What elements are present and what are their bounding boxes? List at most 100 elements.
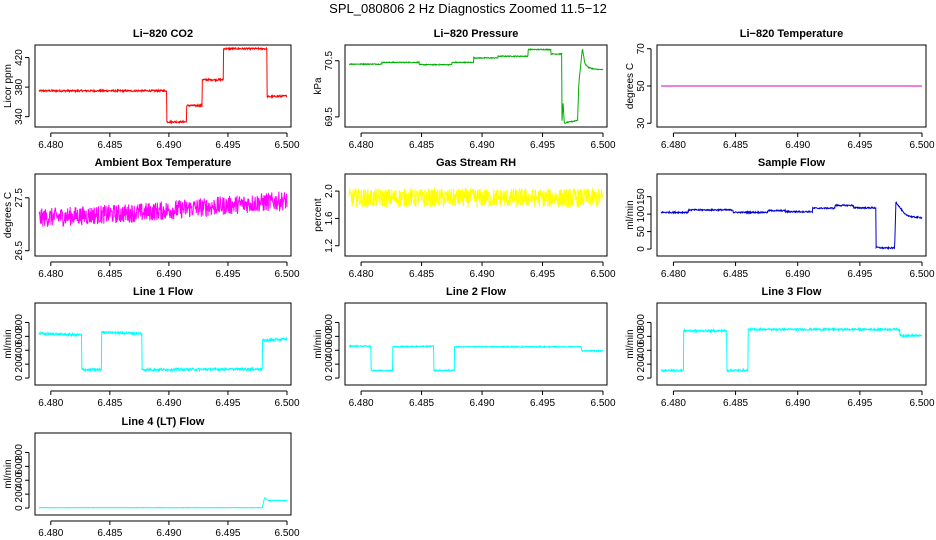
x-tick-label: 6.485 — [723, 398, 748, 409]
chart-panel-1: Li−820 CO2 6.480 6.485 6.490 6.495 6.500 340 38… — [3, 28, 300, 151]
x-tick-label: 6.485 — [409, 140, 434, 151]
x-tick-label: 6.485 — [723, 140, 748, 151]
chart-panel-10: Line 4 (LT) Flow 6.480 6.485 6.490 6.495 6.50… — [3, 416, 300, 539]
x-tick-label: 6.480 — [661, 140, 686, 151]
x-tick-label: 6.490 — [156, 528, 181, 539]
y-tick-label: 800 — [324, 314, 335, 331]
x-tick-label: 6.500 — [909, 398, 934, 409]
y-tick-label: 400 — [324, 341, 335, 358]
x-tick-label: 6.495 — [847, 398, 872, 409]
y-tick-label: 800 — [14, 314, 25, 331]
chart-title: Line 4 (LT) Flow — [122, 416, 205, 428]
x-tick-label: 6.480 — [349, 140, 374, 151]
plot-frame — [34, 44, 292, 128]
series-line-1 — [38, 330, 288, 373]
x-tick-label: 6.495 — [847, 140, 872, 151]
plot-frame — [344, 44, 608, 128]
plot-frame — [656, 173, 927, 257]
series-line-1 — [660, 326, 923, 373]
x-tick-label: 6.485 — [97, 140, 122, 151]
series-line-1 — [348, 187, 604, 208]
y-tick-label: 200 — [14, 485, 25, 502]
chart-panel-9: Line 3 Flow 6.480 6.485 6.490 6.495 6.500 0 200… — [625, 286, 935, 409]
x-tick-label: 6.495 — [847, 269, 872, 280]
x-tick-label: 6.490 — [785, 269, 810, 280]
chart-title: Gas Stream RH — [436, 157, 516, 169]
y-tick-label: 600 — [324, 328, 335, 345]
y-axis-label: ml/min — [625, 329, 636, 358]
x-tick-label: 6.480 — [38, 528, 63, 539]
y-tick-label: 600 — [636, 328, 647, 345]
y-axis-label: Licor ppm — [3, 64, 14, 108]
x-tick-label: 6.500 — [590, 269, 615, 280]
series-line-1 — [660, 201, 923, 251]
y-axis-label: ml/min — [625, 200, 636, 229]
chart-title: Li−820 Temperature — [740, 28, 843, 40]
chart-title: Ambient Box Temperature — [95, 157, 232, 169]
x-tick-label: 6.500 — [274, 269, 299, 280]
x-tick-label: 6.485 — [97, 528, 122, 539]
x-tick-label: 6.490 — [785, 140, 810, 151]
y-axis-label: ml/min — [3, 459, 14, 488]
x-tick-label: 6.490 — [156, 140, 181, 151]
x-tick-label: 6.485 — [723, 269, 748, 280]
y-tick-label: 400 — [14, 341, 25, 358]
x-tick-label: 6.490 — [470, 140, 495, 151]
y-axis-label: kPa — [313, 77, 324, 95]
x-tick-label: 6.495 — [215, 528, 240, 539]
chart-panel-5: Gas Stream RH 6.480 6.485 6.490 6.495 6.500 1.… — [313, 157, 616, 280]
y-tick-label: 2.0 — [324, 184, 335, 198]
y-tick-label: 50 — [636, 226, 647, 238]
x-tick-label: 6.500 — [274, 398, 299, 409]
y-tick-label: 0 — [324, 375, 335, 381]
y-tick-label: 800 — [14, 444, 25, 461]
x-tick-label: 6.485 — [97, 269, 122, 280]
x-tick-label: 6.495 — [530, 140, 555, 151]
x-tick-label: 6.495 — [215, 398, 240, 409]
y-tick-label: 30 — [636, 117, 647, 129]
plot-frame — [34, 173, 292, 257]
y-axis-label: ml/min — [3, 329, 14, 358]
y-tick-label: 1.6 — [324, 211, 335, 225]
chart-panel-6: Sample Flow 6.480 6.485 6.490 6.495 6.500 0 50 1… — [625, 157, 935, 280]
x-tick-label: 6.500 — [274, 140, 299, 151]
y-tick-label: 800 — [636, 314, 647, 331]
chart-title: Line 2 Flow — [446, 286, 506, 298]
x-tick-label: 6.500 — [909, 140, 934, 151]
plot-frame — [344, 302, 608, 386]
x-tick-label: 6.485 — [409, 398, 434, 409]
series-line-1 — [348, 344, 604, 373]
series-line-1 — [38, 191, 288, 228]
y-tick-label: 400 — [14, 471, 25, 488]
y-tick-label: 100 — [636, 205, 647, 222]
x-tick-label: 6.495 — [215, 140, 240, 151]
y-tick-label: 340 — [14, 108, 25, 125]
series-line-1 — [38, 497, 288, 509]
y-tick-label: 400 — [636, 341, 647, 358]
y-axis-label: degrees C — [3, 192, 14, 238]
x-tick-label: 6.485 — [97, 398, 122, 409]
x-tick-label: 6.495 — [215, 269, 240, 280]
x-tick-label: 6.495 — [530, 398, 555, 409]
y-tick-label: 200 — [636, 355, 647, 372]
chart-panel-4: Ambient Box Temperature 6.480 6.485 6.490 6.… — [3, 157, 300, 280]
y-tick-label: 50 — [636, 80, 647, 92]
x-tick-label: 6.480 — [38, 140, 63, 151]
x-tick-label: 6.490 — [470, 269, 495, 280]
plot-frame — [344, 173, 608, 257]
x-tick-label: 6.480 — [349, 269, 374, 280]
chart-title: Line 1 Flow — [133, 286, 193, 298]
x-tick-label: 6.500 — [590, 398, 615, 409]
y-axis-label: percent — [313, 198, 324, 232]
chart-title: Line 3 Flow — [762, 286, 822, 298]
y-tick-label: 0 — [14, 375, 25, 381]
x-tick-label: 6.490 — [470, 398, 495, 409]
x-tick-label: 6.485 — [409, 269, 434, 280]
y-tick-label: 27.5 — [14, 188, 25, 208]
page-title: SPL_080806 2 Hz Diagnostics Zoomed 11.5−… — [329, 1, 607, 16]
chart-title: Li−820 Pressure — [434, 28, 519, 40]
plot-frame — [34, 432, 292, 516]
y-axis-label: ml/min — [313, 329, 324, 358]
chart-title: Sample Flow — [758, 157, 826, 169]
x-tick-label: 6.500 — [274, 528, 299, 539]
